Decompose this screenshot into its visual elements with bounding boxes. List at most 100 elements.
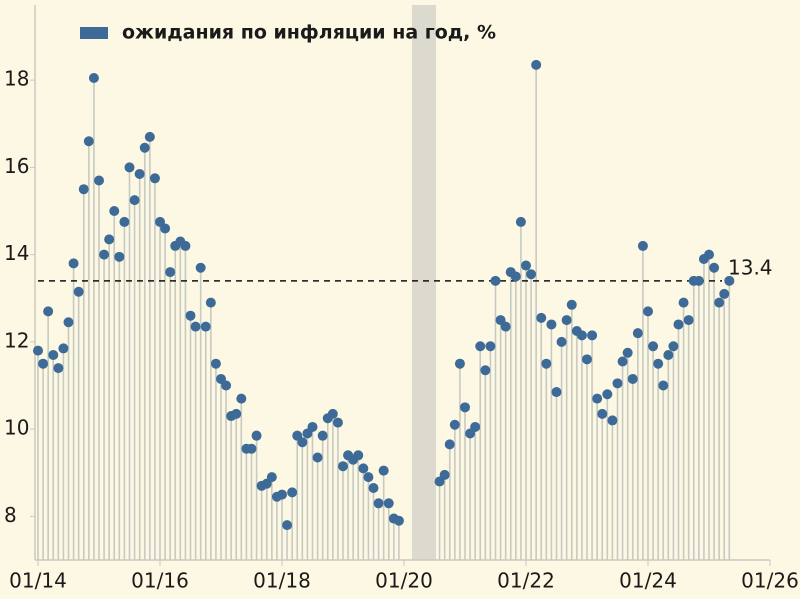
point bbox=[287, 487, 298, 498]
point bbox=[470, 421, 481, 432]
point bbox=[704, 249, 714, 260]
point bbox=[231, 408, 242, 419]
point bbox=[561, 315, 572, 326]
shaded-period bbox=[412, 5, 436, 560]
point bbox=[454, 358, 465, 369]
point bbox=[622, 347, 633, 358]
point bbox=[475, 341, 486, 352]
point bbox=[709, 262, 720, 273]
point bbox=[668, 341, 679, 352]
legend-label: ожидания по инфляции на год, % bbox=[122, 22, 496, 44]
point bbox=[353, 450, 364, 461]
point bbox=[266, 472, 277, 483]
point bbox=[693, 275, 704, 286]
point bbox=[678, 297, 689, 308]
point bbox=[246, 443, 257, 454]
point bbox=[63, 317, 74, 328]
point bbox=[597, 408, 608, 419]
point bbox=[236, 393, 247, 404]
reference-label: 13.4 bbox=[728, 255, 773, 279]
point bbox=[332, 417, 343, 428]
point bbox=[714, 297, 725, 308]
y-tick-label: 16 bbox=[4, 154, 29, 178]
point bbox=[317, 430, 328, 441]
point bbox=[485, 341, 496, 352]
point bbox=[444, 439, 455, 450]
x-tick-label: 01/26 bbox=[741, 569, 799, 593]
point bbox=[546, 319, 557, 330]
point bbox=[683, 315, 694, 326]
point bbox=[282, 520, 293, 531]
point bbox=[658, 380, 669, 391]
point bbox=[297, 437, 308, 448]
point bbox=[53, 363, 64, 374]
point bbox=[648, 341, 659, 352]
point bbox=[566, 299, 577, 310]
y-tick-label: 8 bbox=[4, 503, 17, 527]
point bbox=[78, 184, 89, 195]
point bbox=[144, 131, 155, 142]
point bbox=[627, 373, 638, 384]
point bbox=[38, 358, 49, 369]
point bbox=[68, 258, 79, 269]
x-tick-label: 01/14 bbox=[9, 569, 67, 593]
point bbox=[383, 498, 394, 509]
point bbox=[607, 415, 618, 426]
point bbox=[94, 175, 104, 186]
y-tick-label: 10 bbox=[4, 416, 29, 440]
point bbox=[200, 321, 211, 332]
point bbox=[617, 356, 628, 367]
x-tick-label: 01/22 bbox=[497, 569, 555, 593]
legend-swatch bbox=[80, 27, 108, 39]
point bbox=[43, 306, 54, 317]
point bbox=[480, 365, 491, 376]
point bbox=[449, 419, 460, 430]
point bbox=[378, 465, 389, 476]
point bbox=[88, 72, 99, 83]
point bbox=[165, 267, 176, 278]
point bbox=[719, 288, 730, 299]
point bbox=[338, 461, 348, 472]
point bbox=[439, 469, 450, 480]
point bbox=[104, 234, 115, 245]
point bbox=[99, 249, 110, 260]
point bbox=[673, 319, 684, 330]
point bbox=[124, 162, 135, 173]
point bbox=[58, 343, 69, 354]
point bbox=[358, 463, 369, 474]
point bbox=[205, 297, 216, 308]
point bbox=[73, 286, 84, 297]
point bbox=[307, 421, 318, 432]
point bbox=[160, 223, 171, 234]
x-tick-label: 01/20 bbox=[375, 569, 433, 593]
point bbox=[48, 349, 59, 360]
point bbox=[653, 358, 664, 369]
point bbox=[312, 452, 323, 463]
point bbox=[373, 498, 384, 509]
point bbox=[531, 59, 542, 70]
point bbox=[119, 216, 130, 227]
point bbox=[510, 271, 521, 282]
point bbox=[637, 240, 648, 251]
point bbox=[602, 389, 613, 400]
point bbox=[587, 330, 598, 341]
point bbox=[500, 321, 511, 332]
point bbox=[556, 336, 567, 347]
point bbox=[139, 142, 150, 153]
point bbox=[541, 358, 552, 369]
point bbox=[129, 195, 140, 206]
point bbox=[551, 387, 562, 398]
point bbox=[724, 275, 735, 286]
point bbox=[134, 168, 145, 179]
point bbox=[460, 402, 470, 413]
point bbox=[190, 321, 201, 332]
x-tick-label: 01/24 bbox=[619, 569, 677, 593]
point bbox=[251, 430, 262, 441]
point bbox=[521, 260, 531, 271]
point bbox=[393, 515, 404, 526]
point bbox=[114, 251, 125, 262]
point bbox=[327, 408, 338, 419]
point bbox=[149, 173, 160, 184]
point bbox=[536, 312, 547, 323]
